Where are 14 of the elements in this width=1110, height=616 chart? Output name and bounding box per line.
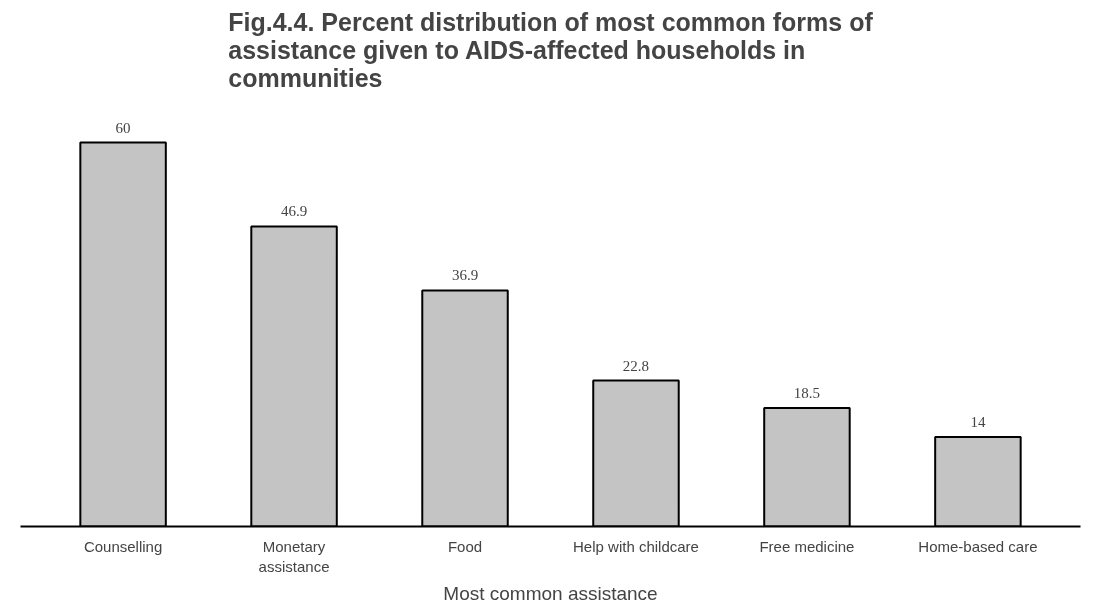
data-label: 46.9: [280, 203, 308, 220]
data-label: 36.9: [451, 267, 479, 284]
data-label: 18.5: [793, 385, 821, 402]
x-tick-label: Free medicine: [759, 537, 855, 555]
x-axis-title: Most common assistance: [443, 582, 658, 604]
x-tick-label: Counselling: [83, 537, 163, 555]
x-tick-label: Home-based care: [918, 537, 1038, 555]
data-label: 60: [115, 119, 131, 136]
data-label: 22.8: [622, 357, 650, 374]
x-tick-label: Food: [447, 537, 483, 555]
x-tick-label: Help with childcare: [573, 537, 699, 555]
x-tick-label: Monetary assistance: [258, 537, 330, 575]
data-label: 14: [970, 413, 986, 430]
chart-title: Fig.4.4. Percent distribution of most common forms of assistance given to AIDS-affected households in communities: [228, 7, 874, 92]
